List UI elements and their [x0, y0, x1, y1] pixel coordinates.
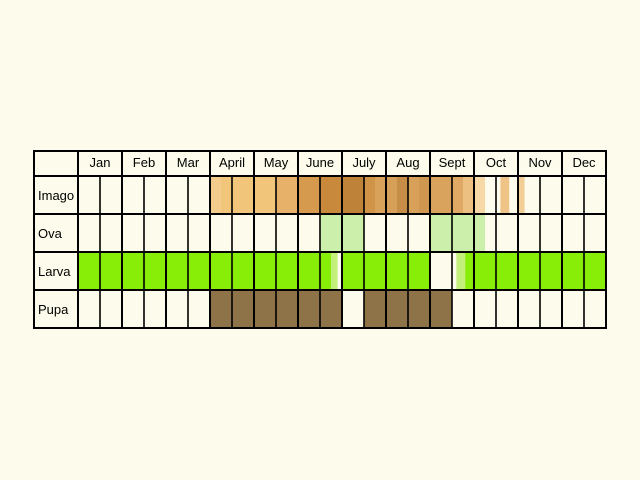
- month-label: Dec: [572, 155, 596, 170]
- row-label: Larva: [38, 264, 71, 279]
- segment-imago-2: [276, 176, 298, 214]
- segment-imago-14: [463, 176, 474, 214]
- grid-lines: [33, 150, 607, 329]
- month-label: Jan: [90, 155, 111, 170]
- segment-imago-6: [364, 176, 375, 214]
- segment-imago-5: [342, 176, 364, 214]
- segment-ova-1: [430, 214, 485, 252]
- month-label: Sept: [439, 155, 466, 170]
- segment-imago-1: [221, 176, 276, 214]
- segment-imago-9: [397, 176, 408, 214]
- month-label: May: [264, 155, 289, 170]
- month-label: Oct: [486, 155, 507, 170]
- segment-imago-17: [518, 176, 525, 214]
- segment-larva-0: [78, 252, 331, 290]
- segment-larva-1: [331, 252, 338, 290]
- segment-imago-12: [430, 176, 452, 214]
- segment-imago-16: [500, 176, 510, 214]
- month-label: July: [352, 155, 376, 170]
- month-label: June: [306, 155, 334, 170]
- segment-imago-13: [452, 176, 463, 214]
- month-label: Mar: [177, 155, 200, 170]
- segment-imago-0: [210, 176, 221, 214]
- month-label: Feb: [133, 155, 155, 170]
- segment-imago-10: [408, 176, 419, 214]
- segment-larva-4: [465, 252, 606, 290]
- labels: Jan Feb Mar April May June July Aug Sept Oct Nov De…: [38, 155, 596, 317]
- row-label: Imago: [38, 188, 74, 203]
- segment-imago-7: [375, 176, 386, 214]
- segment-larva-3: [456, 252, 466, 290]
- segment-imago-8: [386, 176, 397, 214]
- segment-imago-3: [298, 176, 320, 214]
- row-label: Ova: [38, 226, 63, 241]
- segment-imago-11: [419, 176, 430, 214]
- segment-imago-15: [474, 176, 485, 214]
- month-label: April: [219, 155, 245, 170]
- row-label: Pupa: [38, 302, 69, 317]
- month-label: Aug: [396, 155, 419, 170]
- month-label: Nov: [528, 155, 552, 170]
- segment-imago-4: [320, 176, 342, 214]
